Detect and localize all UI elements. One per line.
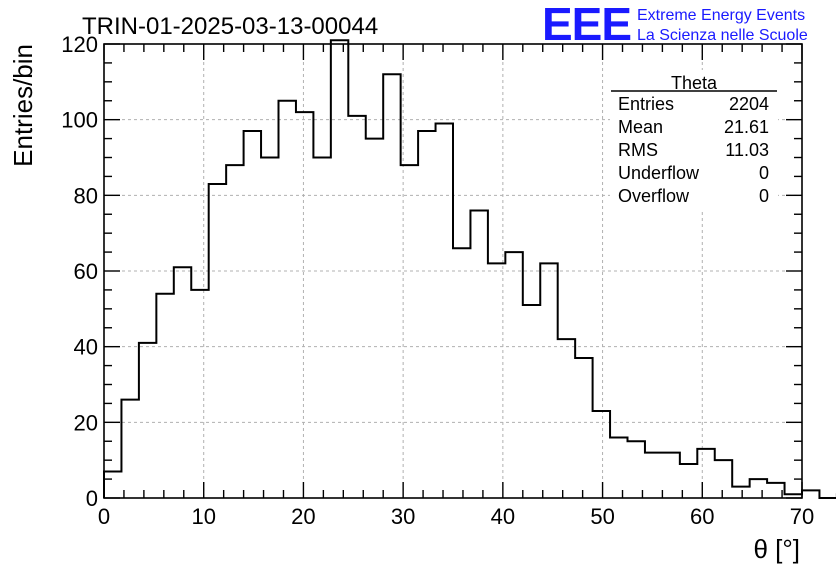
logo-subtitle-line1: Extreme Energy Events: [637, 7, 805, 24]
stats-box: Theta Entries 2204 Mean 21.61 RMS 11.03 Underf…: [610, 70, 778, 210]
stats-row-value: 2204: [729, 94, 769, 114]
y-tick-label: 100: [61, 108, 98, 133]
logo-subtitle-line2: La Scienza nelle Scuole: [637, 27, 808, 44]
x-tick-label: 30: [391, 504, 415, 529]
stats-row-label: Mean: [618, 117, 663, 137]
logo-mark: EEE: [542, 0, 631, 50]
x-tick-label: 40: [491, 504, 515, 529]
x-tick-label: 50: [590, 504, 614, 529]
x-tick-label: 60: [690, 504, 714, 529]
x-tick-label: 0: [98, 504, 110, 529]
stats-row-label: Overflow: [618, 186, 690, 206]
stats-row-label: RMS: [618, 140, 658, 160]
y-tick-labels: 0 20 40 60 80 100 120: [61, 32, 98, 511]
x-tick-label: 20: [291, 504, 315, 529]
eee-logo: EEE Extreme Energy Events La Scienza nel…: [542, 0, 808, 50]
x-tick-label: 10: [191, 504, 215, 529]
stats-row-value: 11.03: [725, 140, 769, 160]
histogram-outline: [103, 39, 836, 499]
y-tick-label: 20: [74, 410, 98, 435]
axis-ticks: [103, 43, 803, 499]
stats-row-value: 21.61: [724, 117, 769, 137]
y-tick-label: 60: [74, 259, 98, 284]
y-tick-label: 120: [61, 32, 98, 57]
plot-frame: [103, 43, 803, 499]
stats-row-value: 0: [759, 163, 769, 183]
stats-row-label: Entries: [618, 94, 674, 114]
y-tick-label: 0: [86, 486, 98, 511]
stats-row-value: 0: [759, 186, 769, 206]
y-axis-label: Entries/bin: [8, 44, 38, 167]
y-tick-label: 80: [74, 183, 98, 208]
x-tick-label: 70: [790, 504, 814, 529]
y-tick-label: 40: [74, 335, 98, 360]
stats-row-label: Underflow: [618, 163, 700, 183]
chart-title: TRIN-01-2025-03-13-00044: [82, 13, 378, 40]
x-tick-labels: 0 10 20 30 40 50 60 70: [98, 504, 814, 529]
stats-box-title: Theta: [671, 73, 718, 93]
x-axis-label: θ [°]: [753, 534, 800, 564]
